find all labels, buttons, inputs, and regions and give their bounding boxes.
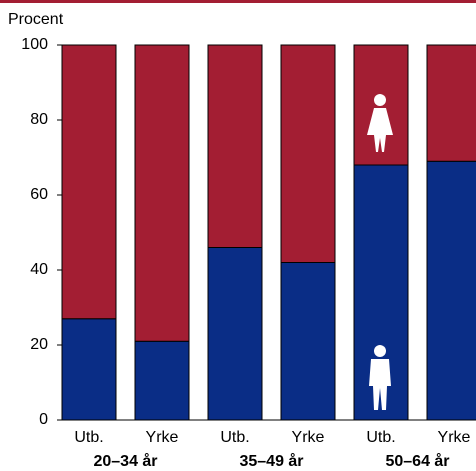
x-tick-label: Utb. (74, 429, 103, 446)
y-tick-label: 100 (21, 36, 48, 53)
group-label: 20–34 år (93, 452, 157, 470)
bars (61, 44, 476, 421)
bar-segment (61, 44, 117, 320)
bar-segment (207, 44, 263, 248)
y-tick-label: 40 (30, 261, 48, 278)
group-label: 50–64 år (385, 452, 449, 470)
y-tick-label: 80 (30, 111, 48, 128)
y-axis-label: Procent (8, 11, 64, 28)
female-icon (367, 94, 393, 152)
male-icon (369, 345, 391, 410)
x-tick-label: Yrke (438, 429, 471, 446)
group-label: 35–49 år (239, 452, 303, 470)
bar-segment (134, 340, 190, 421)
bar-segment (61, 318, 117, 421)
x-tick-label: Utb. (366, 429, 395, 446)
bar-segment (134, 44, 190, 342)
y-tick-label: 20 (30, 336, 48, 353)
bar-segment (426, 160, 476, 421)
x-tick-label: Yrke (146, 429, 179, 446)
y-tick-label: 0 (39, 411, 48, 428)
bar-segment (280, 44, 336, 263)
x-tick-label: Utb. (220, 429, 249, 446)
bar-segment (280, 262, 336, 421)
y-tick-label: 60 (30, 186, 48, 203)
bar-segment (207, 247, 263, 421)
top-rule (0, 0, 476, 3)
x-tick-label: Yrke (292, 429, 325, 446)
bar-segment (426, 44, 476, 162)
